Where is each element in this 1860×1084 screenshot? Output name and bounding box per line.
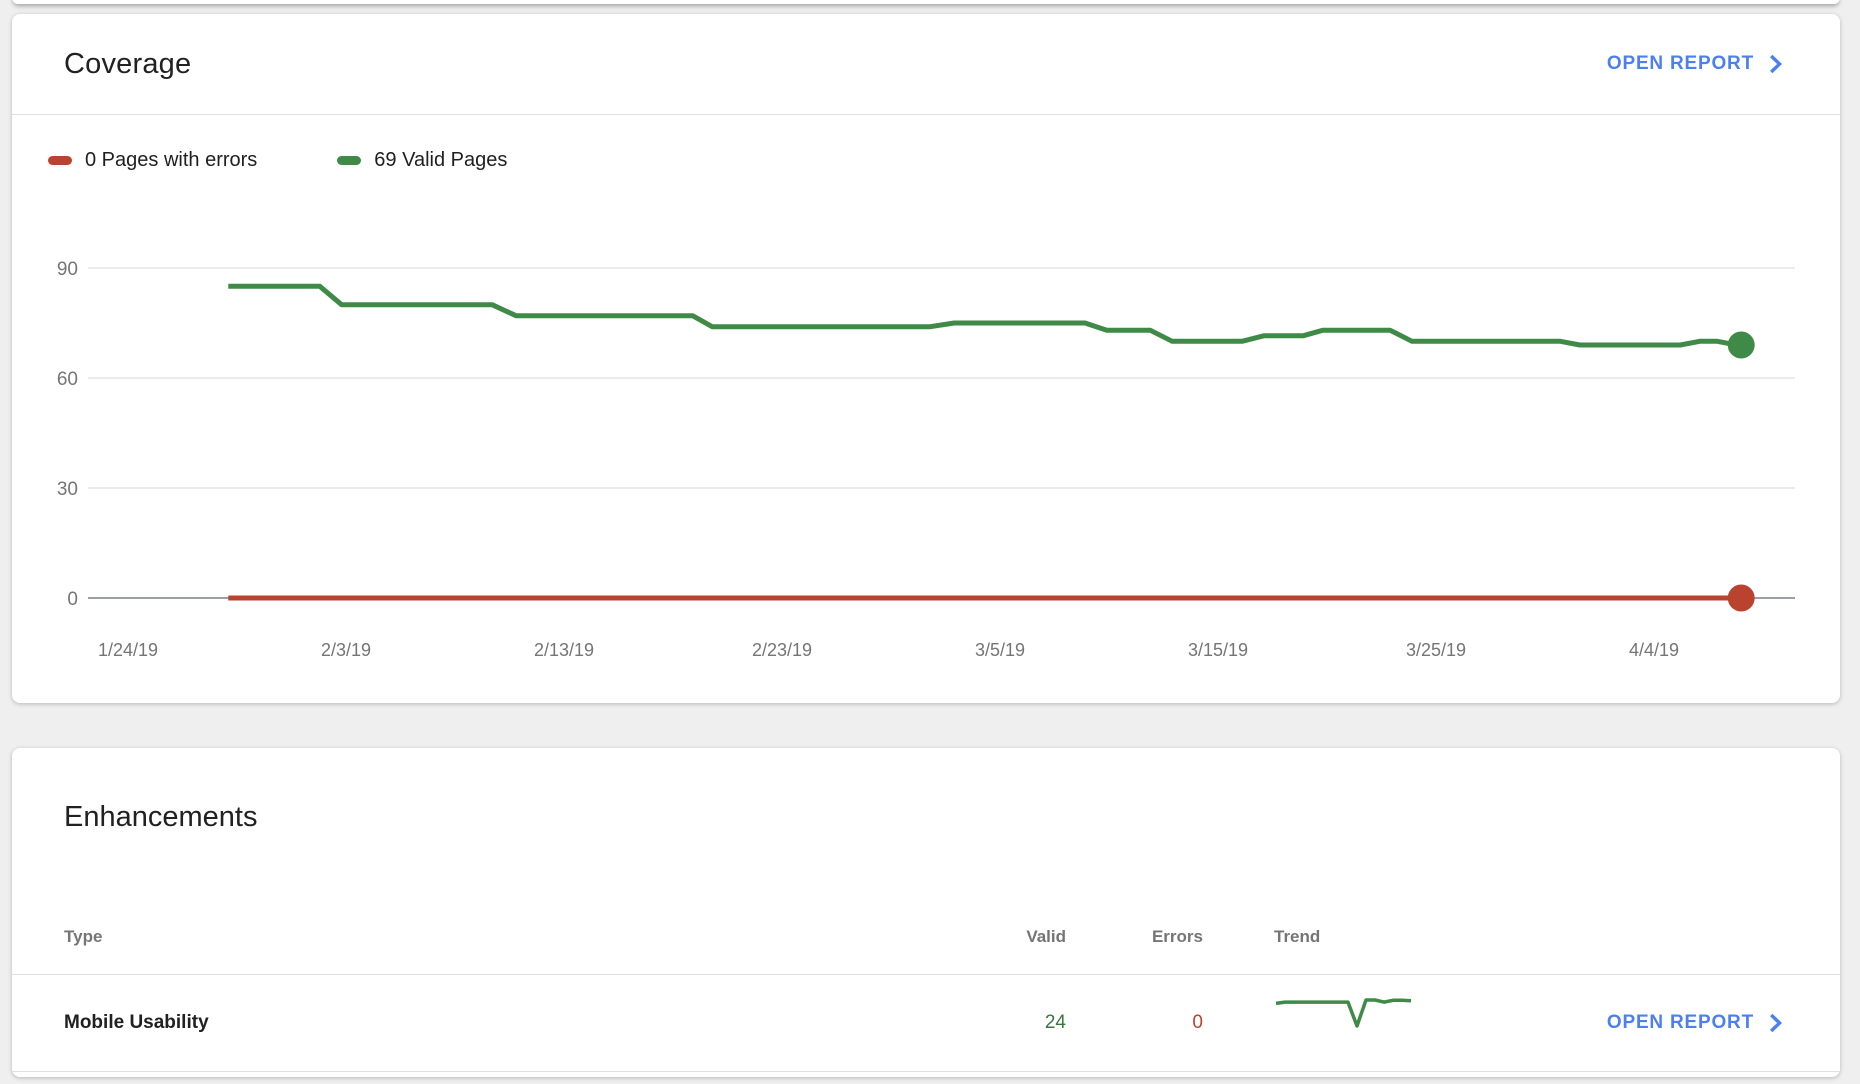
valid-series-marker (337, 155, 362, 165)
enhancements-card: Enhancements Type Valid Errors Trend Mob… (12, 748, 1840, 1077)
legend-item-valid: 69 Valid Pages (337, 149, 507, 172)
svg-text:30: 30 (57, 479, 78, 500)
row-valid-count: 24 (1044, 1012, 1066, 1033)
errors-series-marker (48, 155, 72, 165)
header-type: Type (64, 927, 103, 946)
svg-text:2/3/19: 2/3/19 (321, 640, 371, 660)
svg-text:0: 0 (67, 589, 78, 610)
svg-text:2/23/19: 2/23/19 (752, 640, 812, 660)
previous-card-bottom-edge (12, 0, 1840, 4)
open-report-label: OPEN REPORT (1606, 1012, 1754, 1033)
open-report-label: OPEN REPORT (1606, 53, 1754, 74)
coverage-open-report-link[interactable]: OPEN REPORT (1607, 53, 1782, 75)
svg-text:2/13/19: 2/13/19 (534, 640, 594, 660)
enhancements-table-header: Type Valid Errors Trend (12, 900, 1840, 975)
row-type-label: Mobile Usability (64, 1012, 209, 1033)
svg-text:90: 90 (57, 259, 78, 280)
chevron-right-icon (1770, 54, 1782, 74)
header-trend: Trend (1274, 927, 1321, 946)
coverage-line-chart: 0 30 60 90 1/24/19 2/3/19 2/13/19 2/23/19 3/5/19… (57, 259, 1795, 660)
coverage-card: Coverage OPEN REPORT 0 Pages with errors… (12, 14, 1840, 703)
coverage-card-header: Coverage OPEN REPORT (12, 14, 1840, 115)
svg-text:3/25/19: 3/25/19 (1406, 640, 1466, 660)
chevron-right-icon (1770, 1013, 1782, 1033)
mobile-usability-trend-sparkline (1275, 998, 1412, 1028)
header-errors: Errors (1151, 927, 1203, 946)
legend-item-errors: 0 Pages with errors (48, 149, 257, 172)
svg-text:3/5/19: 3/5/19 (975, 640, 1025, 660)
legend-valid-label: 69 Valid Pages (374, 148, 508, 171)
coverage-title: Coverage (64, 47, 192, 80)
enhancements-open-report-link[interactable]: OPEN REPORT (1607, 1012, 1782, 1034)
svg-text:60: 60 (57, 369, 78, 390)
row-errors-count: 0 (1192, 1012, 1203, 1033)
enhancements-row-mobile-usability[interactable]: Mobile Usability 24 0 OPEN REPORT (12, 975, 1840, 1072)
svg-text:3/15/19: 3/15/19 (1188, 640, 1248, 660)
legend-errors-label: 0 Pages with errors (85, 148, 258, 171)
chart-legend: 0 Pages with errors 69 Valid Pages (48, 145, 1840, 175)
header-valid: Valid (1026, 927, 1066, 946)
svg-text:4/4/19: 4/4/19 (1629, 640, 1679, 660)
enhancements-title: Enhancements (64, 801, 258, 833)
svg-text:1/24/19: 1/24/19 (98, 640, 158, 660)
